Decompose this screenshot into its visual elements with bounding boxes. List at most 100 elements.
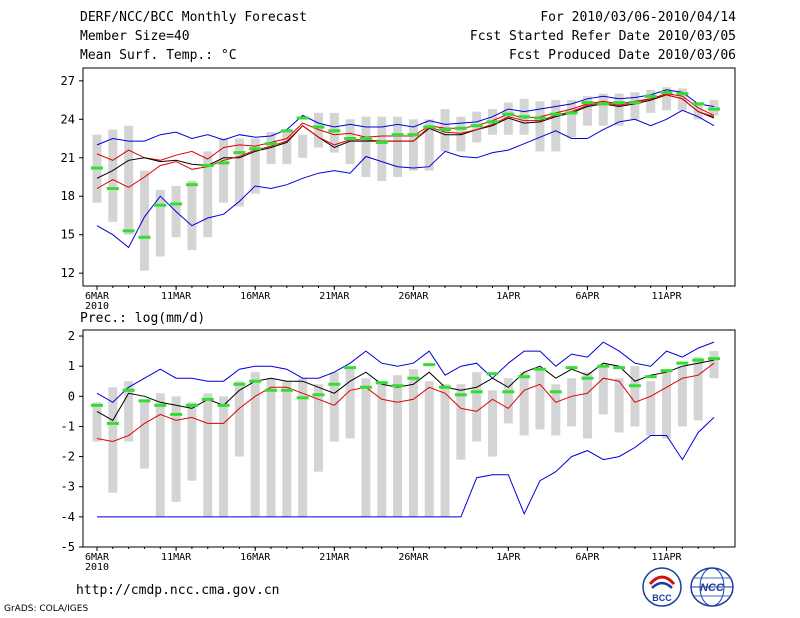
precip-ensemble-mark <box>692 358 705 362</box>
precip-spread-box <box>408 369 418 517</box>
precip-ensemble-mark <box>597 364 610 368</box>
temp-ensemble-mark <box>359 137 372 141</box>
fcst-started-label: Fcst Started Refer Date 2010/03/05 <box>469 29 736 44</box>
precip-spread-box <box>298 378 308 517</box>
temp-ensemble-mark <box>407 133 420 137</box>
bcc-logo: BCC <box>642 567 682 607</box>
temp-ensemble-mark <box>581 101 594 105</box>
precip-spread-box <box>662 369 672 439</box>
precip-line-upper <box>96 341 715 403</box>
temp-xtick-label: 6APR <box>575 291 600 302</box>
member-size-label: Member Size=40 <box>80 29 190 44</box>
precip-line-lower <box>97 417 715 518</box>
precip-line-mean <box>96 359 715 422</box>
precip-spread-box <box>124 381 134 442</box>
temp-spread-box <box>203 151 213 238</box>
temp-ensemble-mark <box>233 151 246 155</box>
temp-spread-box <box>662 87 672 111</box>
temp-ensemble-mark <box>170 202 183 206</box>
temp-ensemble-mark <box>106 187 119 191</box>
precip-spread-box <box>345 369 355 439</box>
temp-spread-box <box>677 88 687 111</box>
precip-spread-box <box>266 378 276 517</box>
temp-ensemble-mark <box>328 129 341 133</box>
precip-ensemble-mark <box>533 367 546 371</box>
temp-ensemble-mark <box>249 147 262 151</box>
temp-spread-box <box>567 100 577 138</box>
precip-ensemble-mark <box>676 361 689 365</box>
temp-spread-box <box>393 116 403 177</box>
source-url[interactable]: http://cmdp.ncc.cma.gov.cn <box>76 583 280 598</box>
precip-spread-box <box>361 378 371 517</box>
temp-ytick-label: 18 <box>61 189 75 203</box>
temp-ensemble-mark <box>185 183 198 187</box>
temp-ensemble-mark <box>518 115 531 119</box>
precip-ensemble-mark <box>233 382 246 386</box>
precip-ensemble-mark <box>439 385 452 389</box>
temp-ensemble-mark <box>423 125 436 129</box>
precip-ensemble-mark <box>486 372 499 376</box>
temp-ensemble-mark <box>644 94 657 98</box>
precip-spread-box <box>693 357 703 421</box>
precip-ensemble-mark <box>328 382 341 386</box>
temp-spread-box <box>234 138 244 207</box>
temp-ensemble-mark <box>708 107 720 111</box>
temp-line-red2 <box>96 94 715 189</box>
temp-spread-box <box>646 89 656 113</box>
precip-ensemble-mark <box>138 399 151 403</box>
temp-ensemble-mark <box>676 92 689 96</box>
temp-ensemble-mark <box>217 161 230 165</box>
temp-spread-box <box>424 119 434 171</box>
temp-ensemble-mark <box>486 120 499 124</box>
temp-ensemble-mark <box>91 166 103 170</box>
precip-spread-box <box>646 381 656 436</box>
precip-ensemble-mark <box>217 403 230 407</box>
precip-spread-box <box>329 372 339 442</box>
precip-spread-box <box>393 375 403 517</box>
temp-spread-box <box>456 116 466 152</box>
precip-spread-box <box>519 372 529 436</box>
temp-spread-box <box>408 119 418 171</box>
precip-ensemble-mark <box>106 421 119 425</box>
precip-ensemble-mark <box>359 385 372 389</box>
temp-ensemble-mark <box>628 101 641 105</box>
temp-spread-box <box>630 92 640 120</box>
precip-ensemble-mark <box>201 397 214 401</box>
precip-xtick-label: 6APR <box>575 552 600 563</box>
precip-ensemble-mark <box>91 403 103 407</box>
precip-spread-box <box>488 390 498 457</box>
temp-ytick-label: 24 <box>61 112 75 126</box>
precip-ensemble-mark <box>280 388 293 392</box>
temp-spread-box <box>298 134 308 158</box>
precip-spread-box <box>567 378 577 427</box>
forecast-period-label: For 2010/03/06-2010/04/14 <box>540 10 736 25</box>
precip-xtick-label: 26MAR <box>398 552 429 563</box>
precip-spread-box <box>677 366 687 427</box>
precip-xtick-label: 11MAR <box>161 552 192 563</box>
precip-spread-box <box>234 381 244 457</box>
precip-ensemble-mark <box>518 375 531 379</box>
agency-logos: BCC NCC <box>642 567 734 607</box>
temp-spread-box <box>377 116 387 181</box>
temp-xtick-label: 26MAR <box>398 291 429 302</box>
precip-spread-box <box>139 399 149 469</box>
precip-xtick-label: 6MAR <box>85 552 110 563</box>
precip-ensemble-mark <box>265 388 278 392</box>
ncc-logo: NCC <box>690 567 734 607</box>
precip-spread-box <box>440 384 450 517</box>
precip-spread-box <box>598 366 608 415</box>
temp-xtick-label: 6MAR <box>85 291 110 302</box>
temp-spread-box <box>345 119 355 165</box>
precip-panel-title: Prec.: log(mm/d) <box>80 311 206 326</box>
precip-ensemble-mark <box>470 390 483 394</box>
precip-spread-box <box>377 381 387 517</box>
temp-spread-box <box>551 100 561 152</box>
precip-ensemble-mark <box>344 366 357 370</box>
precip-ensemble-mark <box>708 357 720 361</box>
temp-line-red <box>96 93 715 161</box>
precip-xtick-label: 2010 <box>85 562 109 573</box>
precip-ensemble-mark <box>660 369 673 373</box>
precip-ytick-label: -1 <box>61 419 75 433</box>
precip-ensemble-mark <box>296 396 309 400</box>
